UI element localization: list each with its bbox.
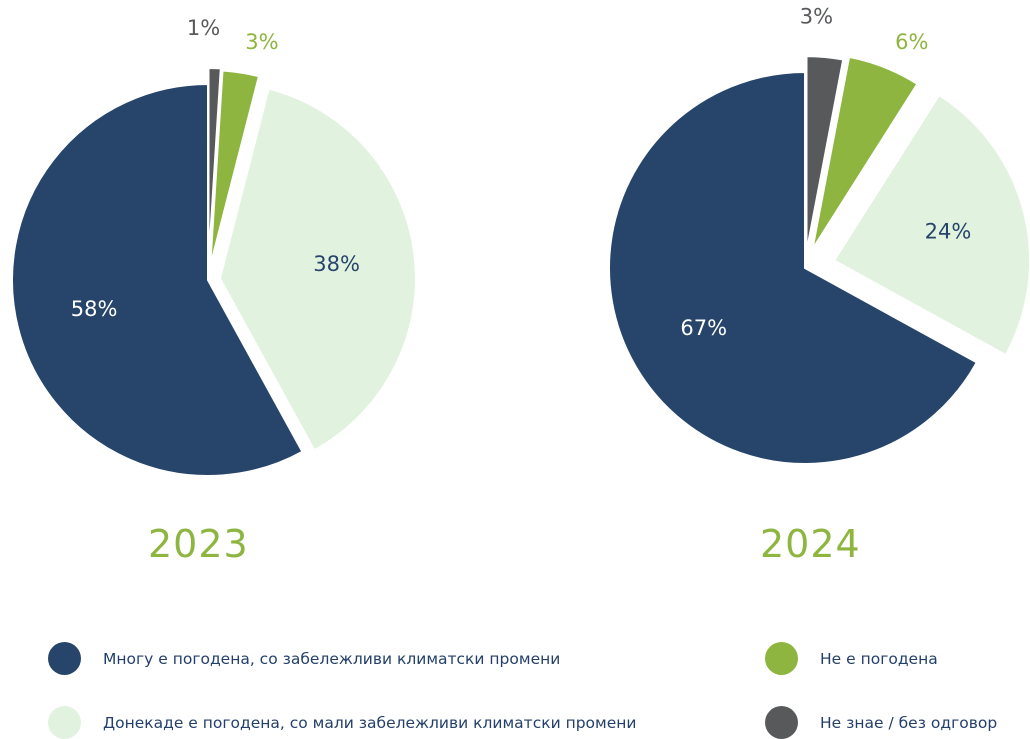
- year-label-2024: 2024: [760, 522, 861, 566]
- slice-label-very-affected-2024: 67%: [680, 316, 727, 340]
- year-label-2023: 2023: [148, 522, 249, 566]
- legend-label: Не знае / без одговор: [820, 713, 998, 732]
- legend-label: Многу е погодена, со забележливи климатс…: [103, 649, 561, 668]
- pie-slice-very-affected-2024: [608, 70, 979, 465]
- legend-swatch: [48, 706, 81, 739]
- slice-label-no-answer-2024: 3%: [800, 4, 833, 28]
- pie-slice-somewhat-affected-2023: [218, 87, 417, 452]
- legend-item-very-affected: Многу е погодена, со забележливи климатс…: [48, 642, 560, 675]
- pie-slice-very-affected-2023: [11, 82, 304, 477]
- pie-slice-no-answer-2023: [207, 67, 222, 265]
- slice-label-very-affected-2023: 58%: [71, 297, 118, 321]
- slice-label-somewhat-affected-2023: 38%: [313, 252, 360, 276]
- legend-label: Донекаде е погодена, со мали забележливи…: [103, 713, 637, 732]
- pie-slice-not-affected-2024: [811, 55, 919, 250]
- legend-item-somewhat-affected: Донекаде е погодена, со мали забележливи…: [48, 706, 636, 739]
- legend-swatch: [48, 642, 81, 675]
- legend-item-not-affected: Не е погодена: [765, 642, 938, 675]
- slice-label-not-affected-2023: 3%: [245, 30, 278, 54]
- pie-slice-somewhat-affected-2024: [832, 93, 1030, 357]
- pie-slice-no-answer-2024: [805, 55, 845, 253]
- pie-slice-not-affected-2023: [209, 69, 261, 267]
- legend-swatch: [765, 706, 798, 739]
- legend-swatch: [765, 642, 798, 675]
- slice-label-somewhat-affected-2024: 24%: [925, 219, 972, 243]
- slice-label-no-answer-2023: 1%: [187, 16, 220, 40]
- slice-label-not-affected-2024: 6%: [895, 30, 928, 54]
- legend-item-no-answer: Не знае / без одговор: [765, 706, 997, 739]
- legend-label: Не е погодена: [820, 649, 938, 668]
